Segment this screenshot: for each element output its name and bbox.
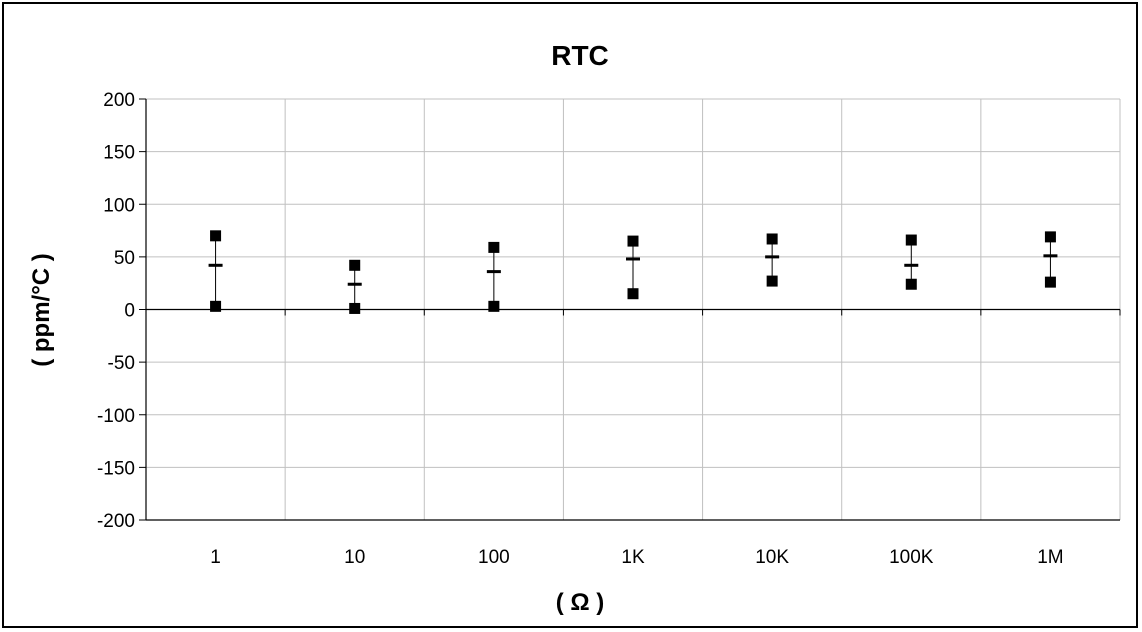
mean-point bbox=[486, 270, 501, 274]
y-tick-label: -150 bbox=[97, 458, 135, 479]
max-point bbox=[488, 241, 500, 253]
x-axis-title: ( Ω ) bbox=[556, 589, 605, 616]
y-tick-label: -200 bbox=[97, 511, 135, 532]
mean-point bbox=[626, 257, 640, 261]
y-tick-label: -50 bbox=[108, 353, 135, 374]
min-point bbox=[905, 278, 917, 290]
max-point bbox=[1044, 231, 1056, 243]
x-tick-label: 10K bbox=[755, 547, 789, 568]
mean-point bbox=[347, 282, 362, 286]
y-tick-labels: 200 150 100 50 0 -50 -100 -150 -200 bbox=[97, 90, 135, 532]
mean-point bbox=[765, 255, 780, 259]
x-tick-labels: 1 10 100 1K 10K 100K 1M bbox=[210, 547, 1063, 568]
max-point bbox=[210, 230, 222, 242]
y-tick-label: -100 bbox=[97, 406, 135, 427]
max-point bbox=[627, 235, 639, 247]
x-tick-label: 100K bbox=[889, 547, 934, 568]
y-axis-title: ( ppm/°C ) bbox=[28, 253, 55, 367]
y-tick-label: 50 bbox=[114, 248, 135, 269]
x-tick-label: 100 bbox=[478, 547, 510, 568]
min-point bbox=[627, 288, 639, 300]
data-marks bbox=[208, 230, 1058, 314]
y-tick-label: 0 bbox=[124, 301, 135, 322]
min-point bbox=[1044, 276, 1056, 288]
x-tick-label: 1M bbox=[1037, 547, 1063, 568]
min-point bbox=[488, 300, 500, 312]
y-tick-label: 150 bbox=[103, 143, 135, 164]
min-point bbox=[349, 302, 361, 314]
x-tick-label: 1 bbox=[210, 547, 221, 568]
axes bbox=[139, 98, 1121, 521]
mean-point bbox=[904, 263, 919, 267]
x-tick-label: 1K bbox=[621, 547, 645, 568]
y-tick-label: 200 bbox=[103, 90, 135, 111]
mean-point bbox=[1043, 254, 1058, 258]
min-point bbox=[210, 300, 222, 312]
min-point bbox=[766, 275, 778, 287]
max-point bbox=[905, 234, 917, 246]
max-point bbox=[349, 259, 361, 271]
x-tick-label: 10 bbox=[344, 547, 365, 568]
y-tick-label: 100 bbox=[103, 195, 135, 216]
chart-title: RTC bbox=[551, 40, 609, 71]
max-point bbox=[766, 233, 778, 245]
mean-point bbox=[208, 263, 223, 267]
